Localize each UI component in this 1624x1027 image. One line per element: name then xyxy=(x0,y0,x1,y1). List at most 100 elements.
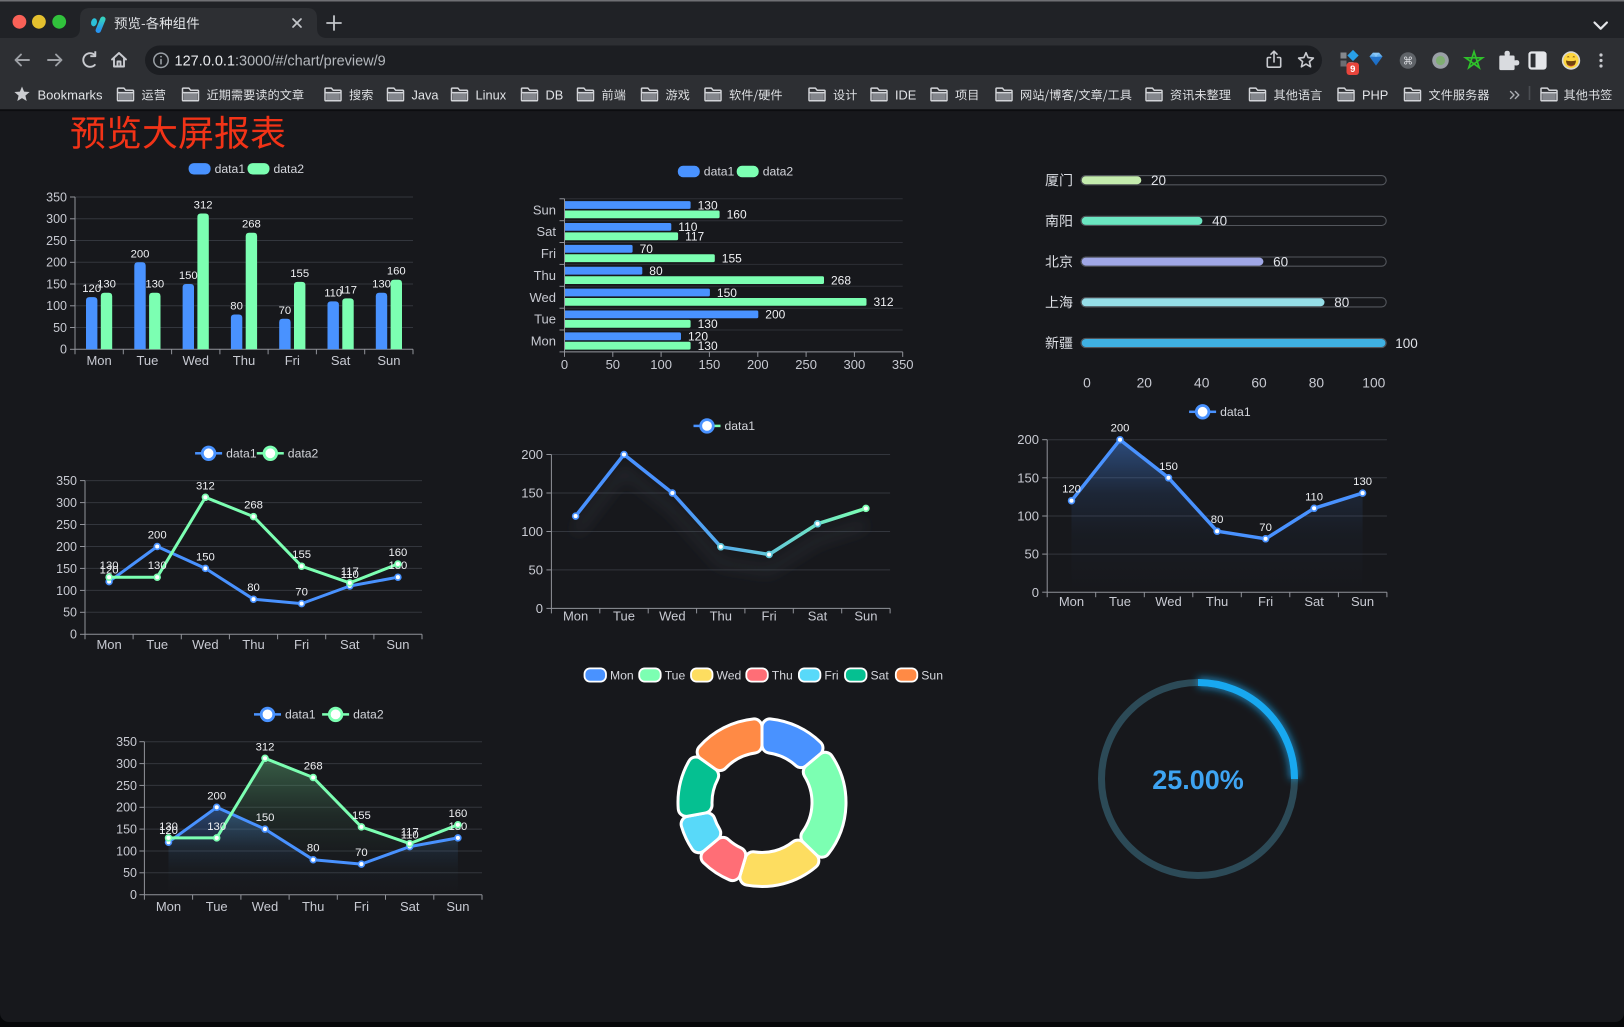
svg-text:120: 120 xyxy=(100,565,119,577)
svg-text:Thu: Thu xyxy=(534,268,556,283)
svg-text:40: 40 xyxy=(1194,376,1210,391)
svg-text:80: 80 xyxy=(247,582,260,594)
svg-text:110: 110 xyxy=(678,220,697,234)
svg-text:Sun: Sun xyxy=(1351,594,1374,609)
svg-text:Mon: Mon xyxy=(96,637,121,652)
svg-text:Linux: Linux xyxy=(476,87,507,102)
svg-text:150: 150 xyxy=(179,270,198,282)
svg-text:312: 312 xyxy=(194,200,213,212)
svg-text:0: 0 xyxy=(60,343,67,357)
svg-text:150: 150 xyxy=(256,812,275,824)
svg-text:200: 200 xyxy=(765,308,785,322)
svg-text:300: 300 xyxy=(116,757,137,771)
svg-text:250: 250 xyxy=(795,357,817,372)
svg-text:Mon: Mon xyxy=(563,609,588,624)
svg-text:PHP: PHP xyxy=(1362,87,1388,102)
svg-text:80: 80 xyxy=(649,264,663,278)
svg-text:130: 130 xyxy=(1353,476,1372,488)
svg-text:250: 250 xyxy=(46,234,67,248)
svg-text:50: 50 xyxy=(606,357,620,372)
svg-text:100: 100 xyxy=(56,584,77,598)
svg-text:150: 150 xyxy=(717,286,737,300)
svg-text:130: 130 xyxy=(100,560,119,572)
svg-text:Bookmarks: Bookmarks xyxy=(38,87,104,102)
svg-text:130: 130 xyxy=(148,560,167,572)
svg-text:data2: data2 xyxy=(353,708,384,722)
svg-text:350: 350 xyxy=(892,357,914,372)
svg-text:Fri: Fri xyxy=(294,637,309,652)
svg-text:300: 300 xyxy=(56,496,77,510)
svg-text:Fri: Fri xyxy=(285,353,300,368)
svg-text:data1: data1 xyxy=(226,447,257,461)
svg-text:Sat: Sat xyxy=(871,669,890,683)
svg-text:Sat: Sat xyxy=(340,637,360,652)
svg-text:Wed: Wed xyxy=(182,353,209,368)
svg-text::3000/#/chart/preview/9: :3000/#/chart/preview/9 xyxy=(235,53,386,69)
svg-text:130: 130 xyxy=(159,821,178,833)
svg-text:117: 117 xyxy=(685,230,704,244)
svg-text:150: 150 xyxy=(56,562,77,576)
svg-text:Tue: Tue xyxy=(665,669,686,683)
svg-text:312: 312 xyxy=(256,741,275,753)
svg-text:150: 150 xyxy=(46,277,67,291)
svg-text:200: 200 xyxy=(207,790,226,802)
svg-text:50: 50 xyxy=(63,606,77,620)
svg-text:Sat: Sat xyxy=(400,899,420,914)
svg-text:200: 200 xyxy=(116,801,137,815)
svg-text:130: 130 xyxy=(698,339,718,353)
svg-text:120: 120 xyxy=(1062,484,1081,496)
svg-text:40: 40 xyxy=(1212,214,1227,229)
svg-text:160: 160 xyxy=(387,266,406,278)
svg-text:100: 100 xyxy=(1017,509,1039,524)
svg-text:150: 150 xyxy=(699,357,721,372)
svg-text:200: 200 xyxy=(747,357,769,372)
svg-text:Wed: Wed xyxy=(530,290,557,305)
svg-text:130: 130 xyxy=(145,279,164,291)
svg-text:70: 70 xyxy=(640,242,654,256)
svg-text:Thu: Thu xyxy=(242,637,264,652)
svg-text:Sun: Sun xyxy=(446,899,469,914)
svg-text:Tue: Tue xyxy=(146,637,168,652)
svg-text:Java: Java xyxy=(412,87,440,102)
svg-text:100: 100 xyxy=(1395,336,1418,351)
svg-text:Wed: Wed xyxy=(1155,594,1182,609)
svg-text:100: 100 xyxy=(521,524,543,539)
svg-text:100: 100 xyxy=(46,299,67,313)
svg-text:127.0.0.1: 127.0.0.1 xyxy=(175,53,235,69)
svg-text:200: 200 xyxy=(46,256,67,270)
svg-text:80: 80 xyxy=(230,301,243,313)
svg-text:Sun: Sun xyxy=(386,637,409,652)
svg-text:268: 268 xyxy=(244,500,263,512)
svg-text:Mon: Mon xyxy=(86,353,111,368)
svg-text:50: 50 xyxy=(123,866,137,880)
svg-text:130: 130 xyxy=(207,821,226,833)
svg-text:data1: data1 xyxy=(285,708,316,722)
svg-text:250: 250 xyxy=(116,779,137,793)
svg-text:250: 250 xyxy=(56,518,77,532)
svg-text:268: 268 xyxy=(831,273,851,287)
svg-text:Fri: Fri xyxy=(354,899,369,914)
svg-text:200: 200 xyxy=(1111,423,1130,435)
svg-text:Wed: Wed xyxy=(192,637,219,652)
svg-text:Sun: Sun xyxy=(377,353,400,368)
svg-text:0: 0 xyxy=(70,628,77,642)
svg-text:Wed: Wed xyxy=(717,669,742,683)
svg-text:155: 155 xyxy=(352,810,371,822)
svg-text:120: 120 xyxy=(82,283,101,295)
svg-text:150: 150 xyxy=(116,823,137,837)
svg-text:data2: data2 xyxy=(763,165,794,179)
svg-text:160: 160 xyxy=(448,808,467,820)
svg-text:312: 312 xyxy=(196,480,215,492)
svg-text:⌘: ⌘ xyxy=(1403,55,1414,67)
svg-text:80: 80 xyxy=(1309,376,1325,391)
svg-text:Thu: Thu xyxy=(1206,594,1228,609)
svg-text:70: 70 xyxy=(295,587,308,599)
svg-text:300: 300 xyxy=(46,212,67,226)
svg-text:Fri: Fri xyxy=(1258,594,1273,609)
svg-text:Sat: Sat xyxy=(331,353,351,368)
svg-text:130: 130 xyxy=(372,279,391,291)
svg-text:120: 120 xyxy=(159,825,178,837)
svg-text:Fri: Fri xyxy=(762,609,777,624)
svg-text:Wed: Wed xyxy=(252,899,279,914)
svg-text:117: 117 xyxy=(401,827,419,839)
